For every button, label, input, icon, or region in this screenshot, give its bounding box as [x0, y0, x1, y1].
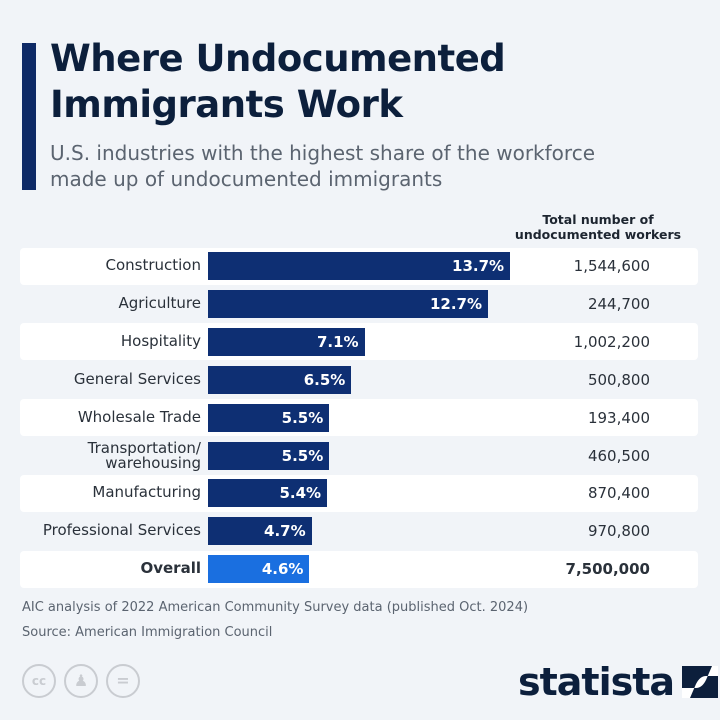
bar: 4.7%: [208, 517, 312, 546]
no-derivatives-icon: =: [106, 664, 140, 698]
total-value: 1,544,600: [573, 257, 650, 275]
attribution-icon: ♟: [64, 664, 98, 698]
value-label: 6.5%: [303, 370, 346, 389]
value-label: 12.7%: [429, 294, 483, 313]
bar: 5.5%: [208, 441, 330, 470]
value-label: 7.1%: [316, 332, 359, 351]
totals-header: Total number of undocumented workers: [498, 212, 698, 242]
category-label: Manufacturing: [92, 483, 201, 502]
logo-text: statista: [518, 660, 675, 704]
value-label: 4.7%: [264, 522, 306, 541]
category-label: Wholesale Trade: [77, 407, 201, 426]
total-value: 460,500: [587, 446, 650, 465]
total-value: 1,002,200: [573, 332, 650, 351]
value-label: 5.5%: [281, 408, 324, 427]
row-background: [20, 399, 698, 437]
category-label: Overall: [140, 559, 201, 578]
total-value: 7,500,000: [565, 560, 650, 579]
total-value: 500,800: [587, 370, 650, 389]
category-label: Professional Services: [42, 521, 201, 540]
bar: 5.4%: [208, 479, 328, 508]
totals-header-line: Total number of: [542, 212, 654, 227]
title-line: Immigrants Work: [50, 83, 403, 126]
bar: 7.1%: [208, 327, 365, 356]
total-value: 244,700: [587, 294, 650, 313]
subtitle-line: U.S. industries with the highest share o…: [50, 141, 595, 165]
row-background: [20, 474, 698, 512]
category-label: Transportation/warehousing: [87, 438, 201, 472]
cc-icon: cc: [22, 664, 56, 698]
row-background: [20, 550, 698, 588]
statista-logo-icon: [682, 666, 719, 698]
bar: 5.5%: [208, 403, 330, 432]
category-label: Hospitality: [120, 331, 201, 350]
category-label: Construction: [105, 256, 201, 274]
footnote: AIC analysis of 2022 American Community …: [22, 600, 529, 615]
total-value: 970,800: [587, 522, 650, 541]
accent-bar: [22, 43, 36, 190]
value-label: 13.7%: [452, 257, 505, 275]
category-label: General Services: [73, 369, 201, 388]
value-label: 4.6%: [261, 560, 304, 579]
total-value: 193,400: [587, 408, 650, 427]
subtitle: U.S. industries with the highest share o…: [50, 140, 595, 192]
title-line: Where Undocumented: [50, 37, 506, 80]
category-label: Agriculture: [118, 293, 202, 312]
value-label: 5.4%: [279, 484, 322, 503]
page-title: Where Undocumented Immigrants Work: [50, 36, 506, 128]
bar: 13.7%: [208, 252, 511, 280]
bar: 6.5%: [208, 365, 352, 394]
source: Source: American Immigration Council: [22, 625, 273, 640]
totals-header-line: undocumented workers: [514, 227, 682, 242]
subtitle-line: made up of undocumented immigrants: [50, 167, 443, 191]
bar: 12.7%: [208, 289, 489, 318]
value-label: 5.5%: [281, 446, 324, 465]
bar: 4.6%: [208, 555, 310, 584]
statista-logo: statista: [518, 660, 719, 704]
total-value: 870,400: [587, 484, 650, 503]
